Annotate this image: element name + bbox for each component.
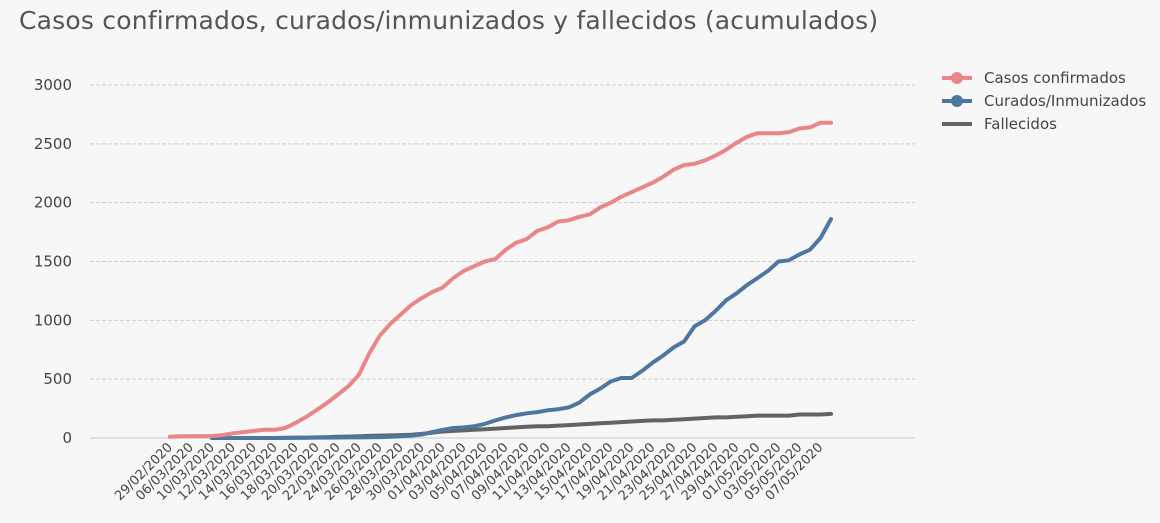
series-line-casos-confirmados xyxy=(168,120,833,439)
legend-marker-icon xyxy=(942,95,972,107)
legend-label: Casos confirmados xyxy=(984,69,1126,87)
chart-title: Casos confirmados, curados/inmunizados y… xyxy=(19,6,879,35)
legend-line-icon xyxy=(942,122,972,126)
y-tick-label: 3000 xyxy=(34,76,72,94)
legend-item-fallecidos[interactable]: Fallecidos xyxy=(940,115,1057,133)
legend-label: Fallecidos xyxy=(984,115,1057,133)
y-tick-label: 2000 xyxy=(34,194,72,212)
y-tick-label: 0 xyxy=(62,429,72,447)
legend-marker-icon xyxy=(942,72,972,84)
legend-label: Curados/Inmunizados xyxy=(984,92,1147,110)
y-tick-label: 1500 xyxy=(34,253,72,271)
y-tick-label: 1000 xyxy=(34,311,72,329)
legend-item-confirmados[interactable]: Casos confirmados xyxy=(940,69,1126,87)
y-tick-label: 500 xyxy=(43,370,72,388)
series-line-curados-inmunizados xyxy=(210,217,833,440)
legend-item-curados[interactable]: Curados/Inmunizados xyxy=(940,92,1146,110)
y-tick-label: 2500 xyxy=(34,135,72,153)
